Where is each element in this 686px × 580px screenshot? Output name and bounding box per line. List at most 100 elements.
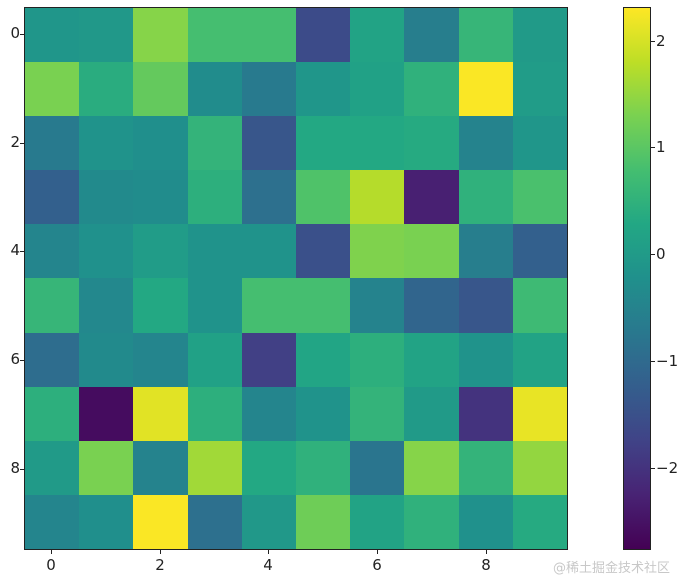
heatmap-cell bbox=[79, 62, 134, 117]
heatmap-cell bbox=[241, 116, 296, 171]
watermark: @稀土掘金技术社区 bbox=[553, 561, 671, 576]
heatmap-cell bbox=[25, 62, 80, 117]
heatmap-cell bbox=[404, 332, 459, 387]
heatmap-cell bbox=[241, 62, 296, 117]
heatmap-cell bbox=[133, 116, 188, 171]
colorbar-tick-mark bbox=[651, 361, 655, 362]
heatmap-cell bbox=[79, 332, 134, 387]
x-tick-mark bbox=[486, 550, 487, 554]
heatmap-cell bbox=[296, 494, 351, 549]
heatmap-cell bbox=[25, 8, 80, 63]
y-tick-mark bbox=[20, 469, 24, 470]
heatmap-cell bbox=[187, 278, 242, 333]
heatmap-cell bbox=[458, 116, 513, 171]
heatmap-cell bbox=[350, 62, 405, 117]
heatmap-cell bbox=[241, 170, 296, 225]
heatmap-cell bbox=[241, 8, 296, 63]
heatmap-cell bbox=[133, 332, 188, 387]
heatmap-cell bbox=[296, 62, 351, 117]
colorbar-tick-label: 1 bbox=[656, 138, 666, 156]
x-tick-mark bbox=[377, 550, 378, 554]
heatmap-cell bbox=[133, 170, 188, 225]
heatmap-cell bbox=[404, 62, 459, 117]
heatmap-cell bbox=[79, 224, 134, 279]
heatmap-cell bbox=[79, 386, 134, 441]
y-tick-mark bbox=[20, 251, 24, 252]
heatmap-cell bbox=[25, 494, 80, 549]
heatmap-cell bbox=[25, 116, 80, 171]
heatmap-cell bbox=[404, 440, 459, 495]
y-tick-label: 2 bbox=[10, 133, 20, 151]
heatmap-cell bbox=[241, 494, 296, 549]
heatmap-cell bbox=[458, 386, 513, 441]
heatmap-cell bbox=[350, 116, 405, 171]
colorbar-tick-mark bbox=[651, 468, 655, 469]
heatmap-cell bbox=[133, 62, 188, 117]
heatmap-cell bbox=[79, 440, 134, 495]
heatmap-cell bbox=[241, 332, 296, 387]
y-tick-label: 4 bbox=[10, 241, 20, 259]
heatmap-cell bbox=[404, 386, 459, 441]
heatmap-cell bbox=[133, 386, 188, 441]
heatmap-cell bbox=[25, 278, 80, 333]
heatmap-cell bbox=[296, 224, 351, 279]
heatmap-cell bbox=[404, 8, 459, 63]
heatmap-cell bbox=[79, 116, 134, 171]
heatmap-cell bbox=[404, 494, 459, 549]
heatmap-cell bbox=[241, 224, 296, 279]
y-tick-label: 8 bbox=[10, 459, 20, 477]
x-tick-label: 8 bbox=[481, 556, 491, 574]
heatmap-cell bbox=[458, 8, 513, 63]
heatmap-cell bbox=[133, 278, 188, 333]
x-tick-label: 4 bbox=[263, 556, 273, 574]
heatmap-cell bbox=[25, 170, 80, 225]
heatmap-cell bbox=[133, 224, 188, 279]
heatmap-cell bbox=[458, 278, 513, 333]
heatmap-axes bbox=[24, 7, 568, 550]
x-tick-label: 6 bbox=[372, 556, 382, 574]
colorbar-tick-label: −2 bbox=[656, 459, 679, 477]
heatmap-cell bbox=[404, 170, 459, 225]
y-tick-label: 0 bbox=[10, 24, 20, 42]
x-tick-label: 0 bbox=[46, 556, 56, 574]
colorbar bbox=[623, 7, 651, 550]
heatmap-cell bbox=[187, 224, 242, 279]
heatmap-cell bbox=[25, 386, 80, 441]
heatmap-cell bbox=[350, 440, 405, 495]
heatmap-cell bbox=[458, 62, 513, 117]
heatmap-cell bbox=[187, 8, 242, 63]
heatmap-cell bbox=[187, 440, 242, 495]
heatmap-cell bbox=[241, 386, 296, 441]
heatmap-cell bbox=[296, 8, 351, 63]
heatmap-cell bbox=[458, 494, 513, 549]
heatmap-cell bbox=[296, 116, 351, 171]
colorbar-tick-label: −1 bbox=[656, 352, 679, 370]
heatmap-cell bbox=[350, 386, 405, 441]
heatmap-cell bbox=[25, 440, 80, 495]
heatmap-cell bbox=[512, 494, 567, 549]
heatmap-cell bbox=[25, 224, 80, 279]
heatmap-cell bbox=[350, 8, 405, 63]
heatmap-cell bbox=[79, 494, 134, 549]
heatmap-cell bbox=[404, 224, 459, 279]
x-tick-mark bbox=[160, 550, 161, 554]
heatmap-cell bbox=[512, 170, 567, 225]
y-tick-label: 6 bbox=[10, 350, 20, 368]
colorbar-tick-label: 2 bbox=[656, 32, 666, 50]
heatmap-cell bbox=[187, 332, 242, 387]
heatmap-cell bbox=[512, 386, 567, 441]
heatmap-cell bbox=[241, 440, 296, 495]
heatmap-cell bbox=[404, 116, 459, 171]
x-tick-mark bbox=[51, 550, 52, 554]
heatmap-cell bbox=[79, 278, 134, 333]
colorbar-tick-label: 0 bbox=[656, 245, 666, 263]
heatmap-cell bbox=[79, 170, 134, 225]
y-tick-mark bbox=[20, 360, 24, 361]
heatmap-cell bbox=[512, 440, 567, 495]
heatmap-cell bbox=[458, 440, 513, 495]
heatmap-cell bbox=[512, 116, 567, 171]
heatmap-cell bbox=[133, 8, 188, 63]
heatmap-cell bbox=[350, 170, 405, 225]
heatmap-cell bbox=[79, 8, 134, 63]
heatmap-cell bbox=[296, 440, 351, 495]
